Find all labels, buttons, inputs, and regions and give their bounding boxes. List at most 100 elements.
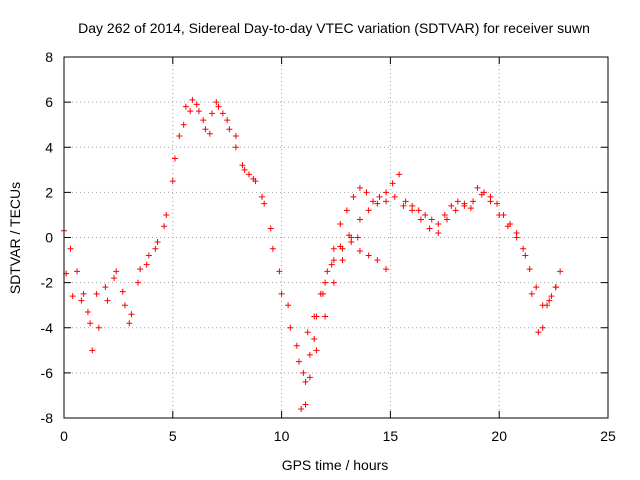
y-tick-label: 6 [45,94,53,110]
data-point [454,198,461,205]
data-point [548,293,555,300]
data-point [376,193,383,200]
data-point [356,184,363,191]
data-point [365,207,372,214]
data-point [267,225,274,232]
data-point [535,329,542,336]
data-point [259,193,266,200]
data-point [239,162,246,169]
y-tick-label: 2 [45,184,53,200]
axis-ticks [63,56,609,419]
data-point [285,302,292,309]
data-point [245,171,252,178]
data-point [330,257,337,264]
data-point [539,302,546,309]
data-point [169,178,176,185]
data-point [213,99,220,106]
data-point [187,108,194,115]
data-point [383,189,390,196]
data-point [306,374,313,381]
data-point [143,261,150,268]
data-point [330,245,337,252]
data-point [546,297,553,304]
series-arc-2 [63,101,361,385]
data-point [330,279,337,286]
data-point [354,234,361,241]
data-point [200,117,207,124]
data-point [121,302,128,309]
data-point [287,324,294,331]
data-point [152,245,159,252]
data-point [180,121,187,128]
data-point [171,155,178,162]
data-point [400,202,407,209]
data-point [470,198,477,205]
data-point [350,193,357,200]
data-point [374,200,381,207]
data-point [383,198,390,205]
data-point [311,336,318,343]
data-point [452,207,459,214]
data-point [232,132,239,139]
x-tick-label: 15 [383,428,399,444]
data-point [426,225,433,232]
series-arc-1 [61,96,390,376]
data-point [300,369,307,376]
data-point [145,252,152,259]
data-point [520,245,527,252]
data-point [215,103,222,110]
data-point [74,268,81,275]
data-point [226,126,233,133]
data-point [435,220,442,227]
x-tick-label: 20 [491,428,507,444]
data-point [417,216,424,223]
x-tick-label: 25 [600,428,616,444]
chart-title: Day 262 of 2014, Sidereal Day-to-day VTE… [78,20,590,36]
data-point [526,266,533,273]
data-point [78,297,85,304]
data-point [311,313,318,320]
y-tick-label: -6 [41,365,54,381]
data-point [552,284,559,291]
data-point [415,207,422,214]
data-point [428,216,435,223]
data-point [104,297,111,304]
data-point [522,252,529,259]
y-tick-label: 0 [45,230,53,246]
data-point [322,279,329,286]
data-point [161,223,168,230]
x-tick-labels: 0 5 10 15 20 25 [60,428,616,444]
y-tick-label: -8 [41,410,54,426]
data-point [507,220,514,227]
series-arc-3 [298,191,564,412]
data-point [356,216,363,223]
data-point [443,216,450,223]
data-point [317,290,324,297]
data-point [337,220,344,227]
y-tick-label: 8 [45,49,53,65]
data-point [95,324,102,331]
data-point [313,347,320,354]
data-point [128,311,135,318]
data-point [89,347,96,354]
data-point [500,211,507,218]
data-point [343,207,350,214]
y-tick-label: -2 [41,275,54,291]
data-point [296,358,303,365]
data-point [369,198,376,205]
data-point [461,200,468,207]
data-point [87,320,94,327]
data-point [409,202,416,209]
data-point [467,205,474,212]
data-point [119,288,126,295]
data-point [293,342,300,349]
data-point [328,261,335,268]
data-point [163,211,170,218]
series-arc-4 [304,171,559,336]
y-tick-label: -4 [41,320,54,336]
data-point [176,132,183,139]
data-point [513,234,520,241]
data-point [195,108,202,115]
data-point [304,329,311,336]
